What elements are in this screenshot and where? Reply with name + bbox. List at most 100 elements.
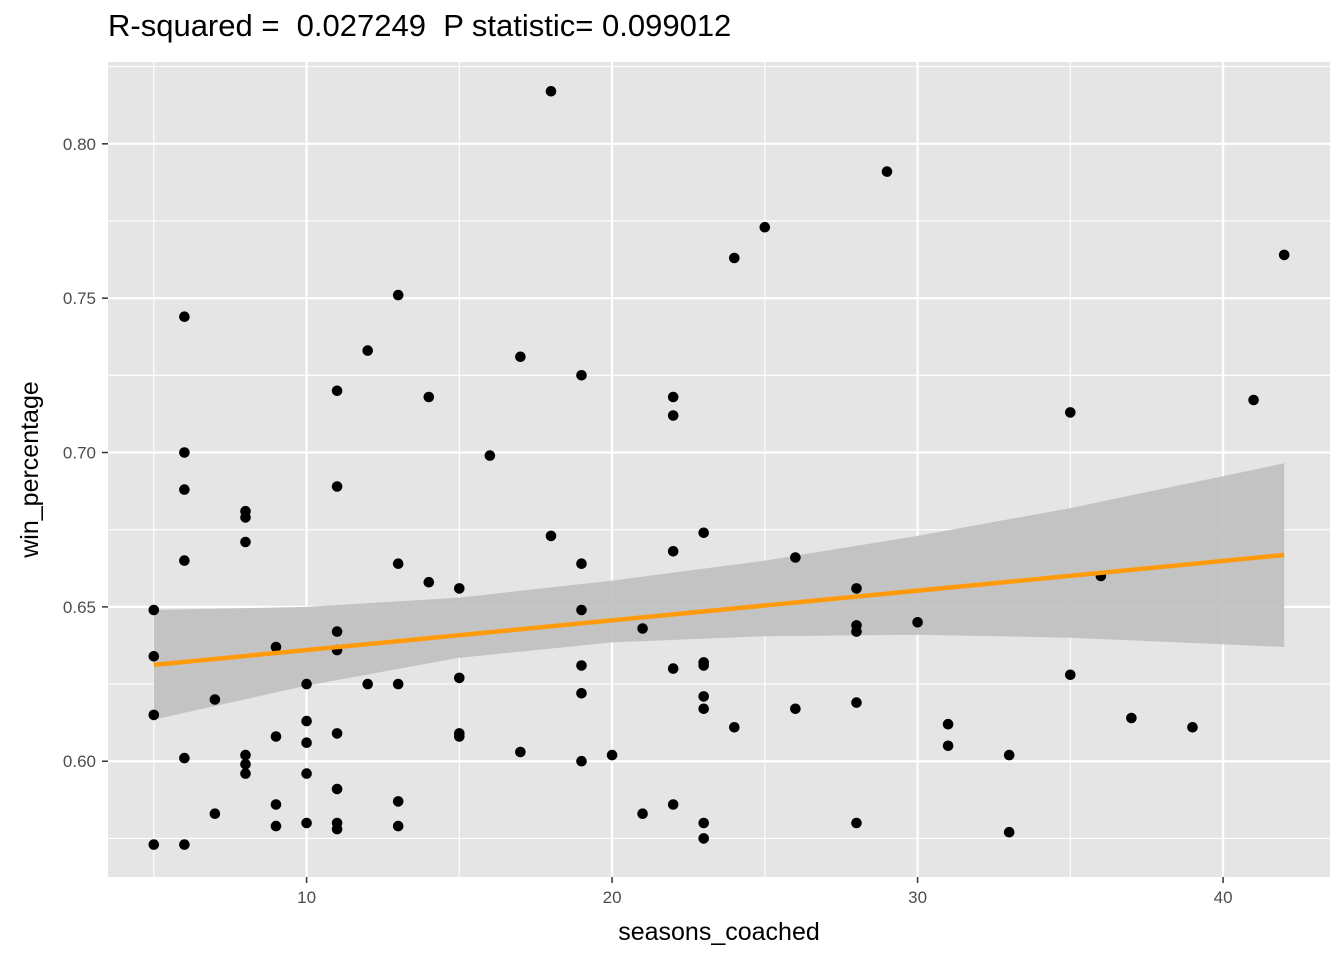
data-point <box>729 252 740 264</box>
data-point <box>576 604 587 616</box>
data-point <box>1003 826 1015 838</box>
data-point <box>698 703 709 715</box>
data-point <box>1065 407 1076 418</box>
data-point <box>240 536 251 548</box>
data-point <box>179 555 190 566</box>
regression-line <box>153 552 1285 668</box>
x-tick-label: 30 <box>908 888 927 907</box>
data-point <box>576 755 587 767</box>
data-points <box>148 86 1290 850</box>
data-point <box>301 715 312 727</box>
y-tick-label: 0.80 <box>63 135 96 154</box>
data-point <box>148 604 160 616</box>
data-point <box>392 558 404 569</box>
x-axis-title: seasons_coached <box>618 918 820 946</box>
data-point <box>209 808 221 819</box>
plot-panel <box>108 62 1330 877</box>
data-point <box>667 546 679 557</box>
data-point <box>148 651 160 662</box>
data-point <box>331 385 343 397</box>
data-point <box>179 752 190 764</box>
data-point <box>301 768 312 779</box>
data-point <box>912 617 923 628</box>
data-point <box>576 660 587 671</box>
data-point <box>331 823 343 835</box>
y-tick-label: 0.65 <box>63 598 96 617</box>
data-point <box>545 530 557 542</box>
data-point <box>270 641 282 653</box>
data-point <box>1187 722 1198 733</box>
data-point <box>698 817 709 829</box>
data-point <box>270 799 282 810</box>
data-point <box>942 718 954 730</box>
data-point <box>331 728 343 739</box>
data-point <box>484 450 496 461</box>
data-point <box>851 697 862 708</box>
data-point <box>301 737 312 748</box>
data-point <box>179 311 190 323</box>
data-point <box>667 391 679 403</box>
data-point <box>454 583 465 594</box>
data-point <box>454 731 465 742</box>
chart-title: R-squared = 0.027249 P statistic= 0.0990… <box>108 8 732 43</box>
x-tick-label: 10 <box>297 888 316 907</box>
data-point <box>392 820 404 832</box>
data-point <box>301 817 312 829</box>
data-point <box>637 808 648 819</box>
data-point <box>667 663 679 674</box>
y-tick-label: 0.60 <box>63 752 96 771</box>
data-point <box>698 527 709 539</box>
data-point <box>392 678 404 690</box>
data-point <box>851 626 862 637</box>
data-point <box>209 694 221 705</box>
data-point <box>881 166 893 177</box>
data-point <box>362 678 374 690</box>
x-axis-ticks: 10 20 30 40 <box>297 877 1233 907</box>
data-point <box>667 799 679 810</box>
y-axis-title: win_percentage <box>16 381 44 559</box>
y-axis-ticks: 0.60 0.65 0.70 0.75 0.80 <box>63 135 108 771</box>
minor-gridlines <box>108 62 1330 877</box>
data-point <box>851 583 862 594</box>
data-point <box>1065 669 1076 681</box>
y-tick-label: 0.70 <box>63 444 96 463</box>
data-point <box>729 722 740 733</box>
data-point <box>790 703 801 715</box>
data-point <box>667 410 679 421</box>
data-point <box>331 626 343 637</box>
confidence-band <box>153 463 1285 720</box>
y-tick-label: 0.75 <box>63 289 96 308</box>
data-point <box>240 749 251 761</box>
data-point <box>423 576 435 588</box>
data-point <box>179 839 190 850</box>
data-point <box>179 447 190 458</box>
data-point <box>1278 249 1290 261</box>
data-point <box>515 746 526 758</box>
data-point <box>545 86 557 97</box>
x-tick-label: 40 <box>1214 888 1233 907</box>
data-point <box>331 481 343 492</box>
data-point <box>148 709 160 721</box>
data-point <box>759 221 771 233</box>
data-point <box>1003 749 1015 761</box>
data-point <box>851 817 862 829</box>
data-point <box>362 345 374 356</box>
data-point <box>179 484 190 495</box>
data-point <box>270 820 282 832</box>
data-point <box>698 660 709 671</box>
data-point <box>270 731 282 742</box>
data-point <box>392 289 404 301</box>
data-point <box>148 839 160 850</box>
data-point <box>698 691 709 702</box>
data-point <box>423 391 435 403</box>
x-tick-label: 20 <box>603 888 622 907</box>
data-point <box>331 783 343 795</box>
data-point <box>790 552 801 563</box>
data-point <box>392 796 404 807</box>
data-point <box>576 558 587 569</box>
data-point <box>576 688 587 699</box>
data-point <box>698 833 709 844</box>
data-point <box>454 672 465 684</box>
data-point <box>576 370 587 381</box>
